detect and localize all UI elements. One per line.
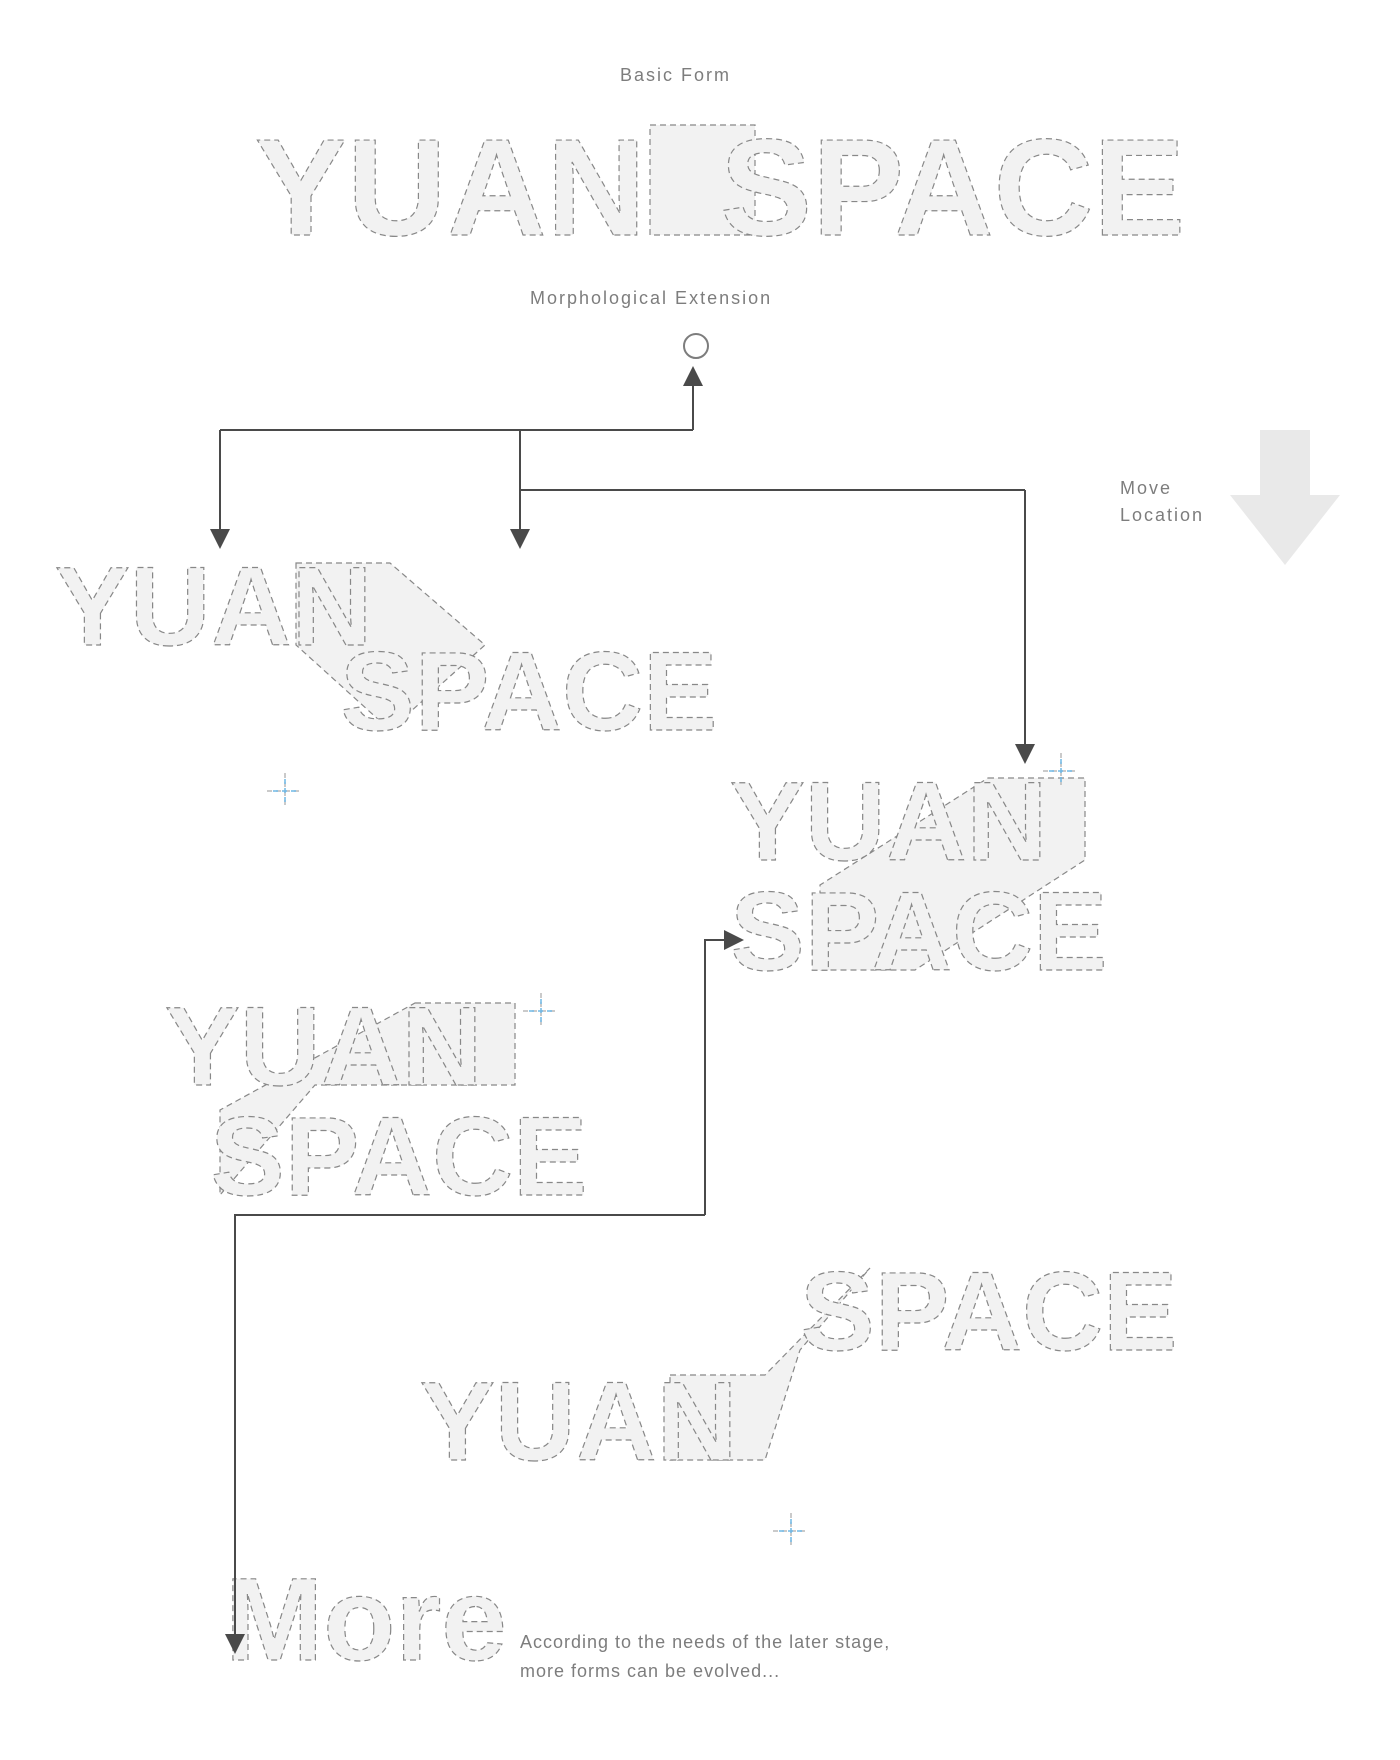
cross-marker-1 <box>267 773 303 809</box>
flow-arrows <box>0 0 1400 1760</box>
diagram-canvas: { "labels":{ "basic_form":"Basic Form", … <box>0 0 1400 1760</box>
cross-marker-2 <box>523 993 559 1029</box>
cross-marker-4 <box>773 1513 809 1549</box>
cross-marker-3 <box>1043 753 1079 789</box>
